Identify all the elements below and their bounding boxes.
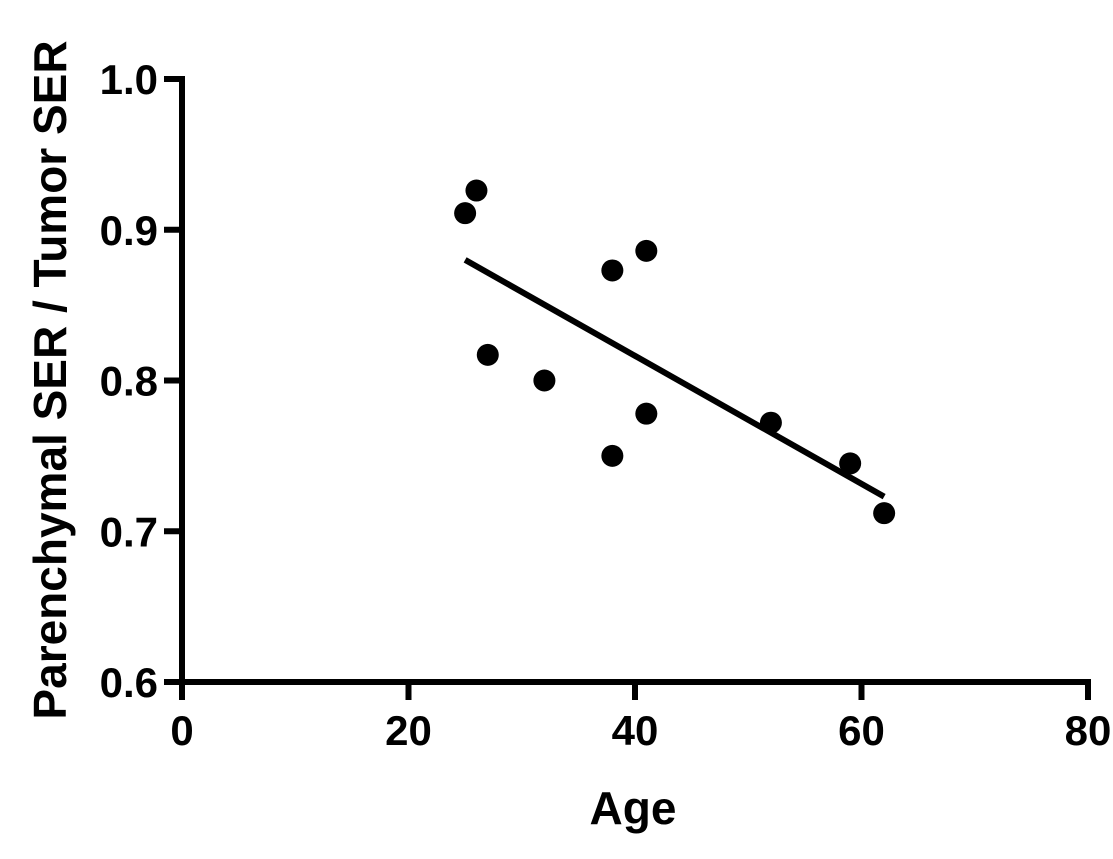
x-tick-label: 60: [838, 707, 885, 754]
y-tick-label: 1.0: [100, 56, 158, 103]
data-point: [601, 444, 624, 467]
axes: [179, 76, 1091, 685]
data-point: [533, 369, 556, 392]
regression-line: [463, 257, 886, 500]
data-point: [873, 502, 896, 525]
x-tick-label: 40: [612, 707, 659, 754]
y-tick-label: 0.8: [100, 358, 158, 405]
data-point: [635, 239, 658, 262]
data-point: [839, 452, 862, 475]
data-point: [476, 343, 499, 366]
x-tick-label: 0: [170, 707, 193, 754]
data-point: [601, 259, 624, 282]
data-point: [759, 411, 782, 434]
data-point: [635, 402, 658, 425]
data-point: [465, 179, 488, 202]
data-points: [454, 179, 896, 525]
y-axis-title: Parenchymal SER / Tumor SER: [24, 40, 76, 719]
regression-line-group: [463, 257, 886, 500]
y-tick-label: 0.9: [100, 207, 158, 254]
x-axis-title: Age: [590, 782, 677, 834]
y-tick-label: 0.7: [100, 508, 158, 555]
x-tick-label: 20: [385, 707, 432, 754]
y-tick-label: 0.6: [100, 659, 158, 706]
x-tick-label: 80: [1065, 707, 1112, 754]
data-point: [454, 202, 477, 225]
y-axis-ticks: 0.6 0.7 0.8 0.9 1.0: [100, 56, 182, 706]
x-axis-ticks: 0 20 40 60 80: [170, 682, 1111, 754]
